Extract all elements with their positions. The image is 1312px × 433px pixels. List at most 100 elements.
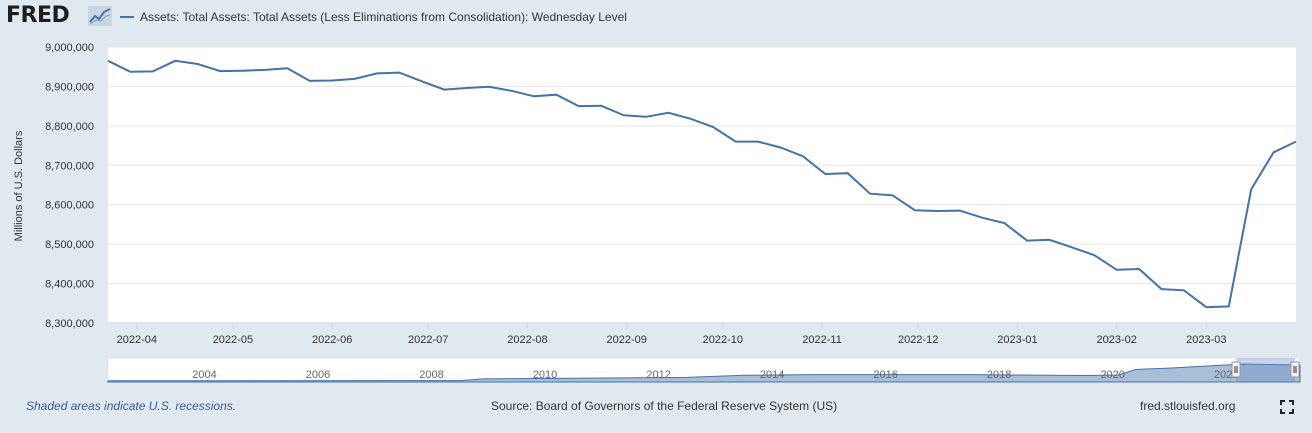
data-point[interactable]: [240, 68, 245, 73]
x-tick-label: 2022-09: [607, 334, 647, 346]
y-tick-label: 8,700,000: [45, 160, 94, 172]
data-point[interactable]: [1204, 305, 1209, 310]
data-point[interactable]: [778, 145, 783, 150]
y-tick-label: 8,800,000: [45, 121, 94, 133]
data-point[interactable]: [487, 84, 492, 89]
data-point[interactable]: [531, 94, 536, 99]
data-point[interactable]: [128, 69, 133, 74]
legend-series-label[interactable]: Assets: Total Assets: Total Assets (Less…: [140, 10, 627, 24]
data-point[interactable]: [957, 208, 962, 213]
y-tick-label: 8,300,000: [45, 318, 94, 330]
data-point[interactable]: [733, 139, 738, 144]
navigator-year-label: 2010: [533, 369, 557, 381]
data-point[interactable]: [375, 71, 380, 76]
navigator-handle-grip[interactable]: [1290, 361, 1300, 378]
data-point[interactable]: [756, 139, 761, 144]
navigator-left-handle[interactable]: [1231, 361, 1241, 378]
data-point[interactable]: [554, 92, 559, 97]
data-point[interactable]: [419, 79, 424, 84]
range-navigator[interactable]: 2004 2006 2008 2010 2012 2014 2016 2018 2020 2022: [107, 357, 1301, 383]
x-tick-label: 2022-05: [213, 334, 253, 346]
data-point[interactable]: [912, 208, 917, 213]
navigator-year-label: 2006: [306, 369, 330, 381]
data-point[interactable]: [352, 76, 357, 81]
data-point[interactable]: [1271, 150, 1276, 155]
navigator-year-label: 2004: [192, 369, 216, 381]
data-point[interactable]: [195, 62, 200, 67]
recession-note[interactable]: Shaded areas indicate U.S. recessions.: [26, 399, 237, 413]
y-tick-label: 9,000,000: [45, 42, 94, 54]
navigator-handle-grip[interactable]: [1231, 361, 1241, 378]
data-point[interactable]: [1181, 288, 1186, 293]
data-point[interactable]: [1159, 287, 1164, 292]
data-point[interactable]: [1069, 245, 1074, 250]
data-point[interactable]: [644, 114, 649, 119]
x-axis-ticks: 2022-04 2022-05 2022-06 2022-07 2022-08 2022-…: [108, 322, 1296, 346]
data-point[interactable]: [1249, 187, 1254, 192]
navigator-year-label: 2018: [987, 369, 1011, 381]
data-point[interactable]: [285, 66, 290, 71]
navigator-year-label: 2014: [760, 369, 784, 381]
data-point[interactable]: [1002, 221, 1007, 226]
trend-line-icon: [88, 6, 112, 26]
x-tick-label: 2022-11: [802, 334, 842, 346]
plot-area: [108, 47, 1296, 323]
navigator-right-handle[interactable]: [1290, 361, 1300, 378]
chart-header: FRED Assets: Total Assets: Total Assets …: [0, 0, 1312, 36]
data-point[interactable]: [711, 125, 716, 130]
data-point[interactable]: [106, 58, 111, 63]
x-tick-label: 2022-10: [703, 334, 743, 346]
data-point[interactable]: [1137, 267, 1142, 272]
navigator-year-label: 2016: [873, 369, 897, 381]
x-tick-label: 2022-12: [898, 334, 938, 346]
y-tick-label: 8,600,000: [45, 200, 94, 212]
x-tick-label: 2022-06: [312, 334, 352, 346]
navigator-series-area: [107, 363, 1301, 383]
data-point[interactable]: [823, 172, 828, 177]
navigator-selection[interactable]: [1236, 358, 1295, 382]
navigator-year-label: 2012: [646, 369, 670, 381]
data-point[interactable]: [173, 58, 178, 63]
data-point[interactable]: [330, 78, 335, 83]
data-point[interactable]: [621, 113, 626, 118]
data-point[interactable]: [980, 215, 985, 220]
navigator-year-label: 2008: [419, 369, 443, 381]
data-point[interactable]: [464, 86, 469, 91]
navigator-year-labels: 2004 2006 2008 2010 2012 2014 2016 2018 2020 2022: [192, 369, 1238, 381]
fred-logo[interactable]: FRED: [6, 3, 70, 28]
data-point[interactable]: [1294, 139, 1299, 144]
data-point[interactable]: [397, 70, 402, 75]
data-point[interactable]: [262, 67, 267, 72]
data-point[interactable]: [307, 78, 312, 83]
legend-series-swatch: [120, 16, 134, 18]
x-tick-label: 2022-04: [117, 334, 157, 346]
data-point[interactable]: [890, 193, 895, 198]
data-point[interactable]: [800, 154, 805, 159]
y-tick-label: 8,400,000: [45, 279, 94, 291]
fullscreen-icon[interactable]: [1280, 400, 1294, 414]
data-point[interactable]: [150, 69, 155, 74]
x-tick-label: 2023-01: [997, 334, 1037, 346]
x-tick-label: 2022-08: [507, 334, 547, 346]
data-point[interactable]: [666, 110, 671, 115]
series-line[interactable]: [107, 59, 1297, 309]
data-point[interactable]: [845, 171, 850, 176]
data-point[interactable]: [1114, 267, 1119, 272]
site-link[interactable]: fred.stlouisfed.org: [1140, 399, 1236, 413]
data-point[interactable]: [688, 116, 693, 121]
data-point[interactable]: [1047, 237, 1052, 242]
data-point[interactable]: [1226, 304, 1231, 309]
data-point[interactable]: [1092, 253, 1097, 258]
data-point[interactable]: [868, 191, 873, 196]
data-point[interactable]: [1025, 238, 1030, 243]
data-point[interactable]: [509, 88, 514, 93]
x-tick-label: 2022-07: [408, 334, 448, 346]
data-point[interactable]: [218, 69, 223, 74]
y-tick-label: 8,500,000: [45, 239, 94, 251]
data-point[interactable]: [442, 87, 447, 92]
data-point[interactable]: [576, 104, 581, 109]
data-point[interactable]: [935, 209, 940, 214]
data-point[interactable]: [599, 103, 604, 108]
y-tick-label: 8,900,000: [45, 81, 94, 93]
